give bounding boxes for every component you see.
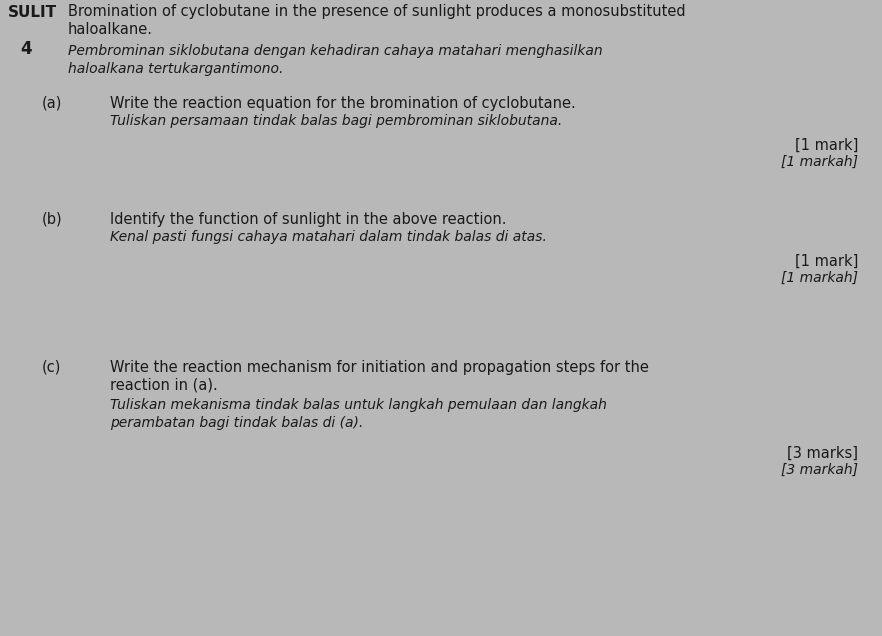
Text: [1 markah]: [1 markah] [781, 271, 858, 285]
Text: Tuliskan persamaan tindak balas bagi pembrominan siklobutana.: Tuliskan persamaan tindak balas bagi pem… [110, 114, 562, 128]
Text: haloalkana tertukargantimono.: haloalkana tertukargantimono. [68, 62, 283, 76]
Text: Write the reaction equation for the bromination of cyclobutane.: Write the reaction equation for the brom… [110, 96, 576, 111]
Text: Bromination of cyclobutane in the presence of sunlight produces a monosubstitute: Bromination of cyclobutane in the presen… [68, 4, 685, 19]
Text: [3 marks]: [3 marks] [787, 446, 858, 461]
Text: [1 markah]: [1 markah] [781, 155, 858, 169]
Text: (a): (a) [42, 96, 63, 111]
Text: SULIT: SULIT [8, 5, 57, 20]
Text: 4: 4 [20, 40, 32, 58]
Text: Write the reaction mechanism for initiation and propagation steps for the: Write the reaction mechanism for initiat… [110, 360, 649, 375]
Text: Tuliskan mekanisma tindak balas untuk langkah pemulaan dan langkah: Tuliskan mekanisma tindak balas untuk la… [110, 398, 607, 412]
Text: Kenal pasti fungsi cahaya matahari dalam tindak balas di atas.: Kenal pasti fungsi cahaya matahari dalam… [110, 230, 547, 244]
Text: [3 markah]: [3 markah] [781, 463, 858, 477]
Text: (c): (c) [42, 360, 62, 375]
Text: reaction in (a).: reaction in (a). [110, 378, 218, 393]
Text: (b): (b) [42, 212, 63, 227]
Text: Identify the function of sunlight in the above reaction.: Identify the function of sunlight in the… [110, 212, 506, 227]
Text: perambatan bagi tindak balas di (a).: perambatan bagi tindak balas di (a). [110, 416, 363, 430]
Text: haloalkane.: haloalkane. [68, 22, 153, 37]
Text: [1 mark]: [1 mark] [795, 254, 858, 269]
Text: Pembrominan siklobutana dengan kehadiran cahaya matahari menghasilkan: Pembrominan siklobutana dengan kehadiran… [68, 44, 602, 58]
Text: [1 mark]: [1 mark] [795, 138, 858, 153]
